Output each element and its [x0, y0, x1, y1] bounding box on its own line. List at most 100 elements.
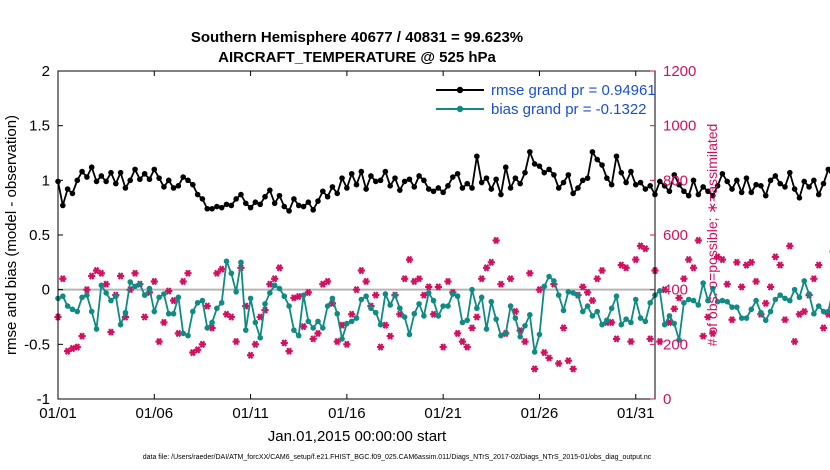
obs-assimilated-point	[579, 283, 587, 291]
bias-point	[541, 283, 548, 290]
bias-point	[806, 291, 812, 297]
rmse-point	[406, 176, 413, 183]
rmse-point	[584, 175, 591, 181]
bias-point	[738, 315, 745, 321]
legend-bias-label: bias grand pr = -0.1322	[491, 101, 647, 118]
obs-assimilated-point	[169, 296, 178, 305]
y2-axis-label: # of obs: o=possible; ∗=assimilated	[704, 124, 720, 347]
rmse-point	[137, 176, 143, 183]
bias-point	[117, 321, 124, 328]
data-file-footnote: data file: /Users/raeder/DAI/ATM_forcXX/…	[143, 454, 652, 461]
rmse-point	[724, 178, 731, 185]
rmse-point	[690, 177, 697, 184]
rmse-point	[368, 173, 374, 179]
bias-point	[666, 313, 673, 319]
bias-point	[527, 312, 533, 318]
bias-point	[445, 303, 451, 309]
obs-assimilated-point	[401, 275, 409, 283]
rmse-point	[69, 190, 76, 197]
obs-assimilated-point	[492, 236, 500, 245]
rmse-point	[705, 188, 711, 195]
rmse-point	[666, 188, 673, 195]
rmse-point	[329, 184, 336, 190]
obs-assimilated-point	[627, 337, 635, 346]
bias-point	[758, 309, 764, 316]
bias-point	[599, 321, 605, 328]
bias-point	[430, 297, 437, 304]
x-tick-label: 01/01	[39, 405, 77, 422]
bias-point	[315, 318, 321, 325]
bias-point	[387, 302, 394, 308]
y-tick-label: 1	[42, 172, 50, 189]
rmse-point	[392, 175, 398, 181]
obs-assimilated-point	[251, 340, 259, 349]
bias-point	[300, 292, 307, 298]
rmse-point	[112, 180, 119, 187]
bias-point	[74, 308, 81, 315]
obs-assimilated-point	[781, 316, 789, 324]
rmse-point	[507, 185, 514, 191]
obs-assimilated-point	[232, 337, 240, 346]
y-tick-label: -1	[37, 391, 50, 408]
obs-assimilated-point	[155, 337, 163, 346]
obs-assimilated-point	[194, 346, 202, 354]
x-tick-label: 01/26	[521, 405, 559, 422]
bias-point	[589, 313, 596, 319]
bias-point	[555, 292, 562, 298]
bias-point	[787, 297, 793, 304]
bias-point	[570, 290, 576, 296]
obs-assimilated-point	[689, 264, 698, 272]
legend-rmse-marker	[456, 86, 464, 94]
rmse-point	[575, 185, 581, 191]
rmse-point	[310, 207, 316, 213]
rmse-point	[64, 186, 71, 192]
bias-point	[60, 293, 66, 300]
rmse-point	[117, 169, 124, 176]
bias-point	[608, 305, 615, 312]
bias-point	[199, 297, 206, 304]
obs-assimilated-point	[275, 264, 284, 272]
obs-assimilated-point	[675, 294, 683, 302]
rmse-point	[209, 205, 215, 212]
obs-assimilated-point	[545, 354, 553, 362]
bias-point	[825, 308, 830, 315]
rmse-point	[214, 203, 220, 210]
rmse-point	[281, 203, 288, 210]
bias-point	[228, 270, 235, 277]
obs-assimilated-point	[800, 307, 808, 316]
bias-point	[372, 309, 379, 316]
obs-assimilated-point	[593, 275, 601, 283]
bias-point	[411, 310, 418, 317]
bias-point	[209, 319, 215, 326]
rmse-point	[777, 180, 783, 187]
bias-point	[811, 310, 817, 317]
obs-assimilated-point	[218, 265, 226, 273]
bias-point	[122, 309, 129, 316]
rmse-point	[411, 184, 418, 190]
rmse-point	[743, 175, 750, 181]
rmse-point	[599, 162, 605, 168]
rmse-point	[108, 169, 114, 176]
rmse-point	[671, 172, 678, 178]
obs-assimilated-point	[179, 277, 187, 286]
rmse-point	[156, 175, 162, 181]
rmse-point	[734, 177, 740, 184]
bias-point	[767, 308, 774, 315]
rmse-point	[348, 170, 355, 177]
rmse-point	[324, 193, 331, 200]
bias-point	[772, 296, 779, 303]
obs-assimilated-point	[415, 275, 423, 283]
obs-assimilated-point	[429, 310, 438, 318]
y-tick-label: -0.5	[24, 336, 50, 353]
bias-point	[368, 305, 374, 312]
rmse-point	[79, 168, 85, 175]
obs-assimilated-point	[819, 324, 828, 332]
rmse-point	[291, 196, 297, 202]
obs-assimilated-point	[88, 272, 96, 280]
rmse-point	[60, 202, 66, 209]
bias-point	[262, 301, 268, 307]
y2-tick-label: 400	[663, 282, 688, 299]
bias-point	[132, 283, 138, 290]
obs-assimilated-point	[444, 277, 452, 286]
rmse-point	[541, 169, 548, 176]
